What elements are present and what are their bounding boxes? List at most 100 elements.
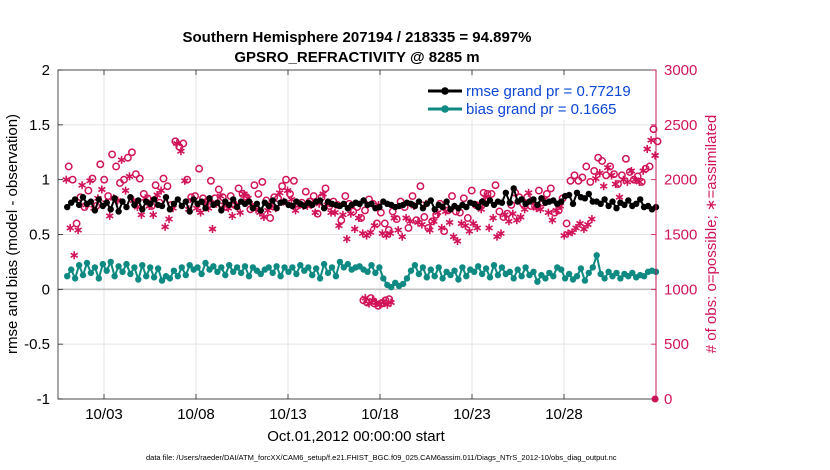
rmse-point xyxy=(166,206,174,213)
bias-point xyxy=(257,270,264,278)
bias-point xyxy=(202,259,209,267)
bias-point xyxy=(178,264,185,271)
bias-point xyxy=(174,273,181,280)
assimilated-obs-point xyxy=(398,232,407,241)
rmse-point xyxy=(95,196,103,203)
assimilated-obs-point xyxy=(635,177,644,186)
rmse-point xyxy=(569,200,577,207)
assimilated-obs-point xyxy=(165,215,173,224)
assimilated-obs-point xyxy=(275,188,284,197)
bias-point xyxy=(415,270,423,278)
series-bias xyxy=(63,251,660,291)
bias-point xyxy=(123,260,130,268)
bias-point xyxy=(285,268,292,275)
assimilated-obs-point xyxy=(580,225,588,233)
assimilated-obs-point xyxy=(504,217,513,226)
rmse-point xyxy=(510,185,517,192)
rmse-point xyxy=(119,198,126,205)
possible-obs-point xyxy=(467,186,476,195)
bias-point xyxy=(75,262,83,269)
bias-point xyxy=(475,263,482,270)
rmse-point xyxy=(253,200,261,207)
x-tick-label: 10/23 xyxy=(453,406,491,423)
bias-point xyxy=(589,264,596,271)
rmse-point xyxy=(107,206,114,213)
assimilated-obs-point xyxy=(259,213,268,221)
assimilated-obs-point xyxy=(125,172,134,181)
bias-point xyxy=(115,263,122,270)
possible-obs-point xyxy=(96,160,105,169)
footer-data-file: data file: /Users/raeder/DAI/ATM_forcXX/… xyxy=(146,453,617,462)
assimilated-obs-point xyxy=(489,214,497,222)
rmse-point xyxy=(214,199,221,206)
possible-obs-point xyxy=(408,192,417,201)
rmse-point xyxy=(506,199,513,206)
assimilated-obs-point xyxy=(196,208,205,217)
assimilated-obs-point xyxy=(362,231,371,240)
bias-point xyxy=(63,273,71,280)
bias-point xyxy=(245,273,253,280)
rmse-point xyxy=(174,196,181,203)
possible-obs-point xyxy=(566,176,575,185)
assimilated-obs-point xyxy=(552,206,561,215)
y-axis-label-right: # of obs: o=possible; ∗=assimilated xyxy=(703,115,720,354)
bias-point xyxy=(581,277,589,284)
assimilated-obs-point xyxy=(651,151,659,160)
bias-point xyxy=(585,269,592,277)
assimilated-obs-point xyxy=(473,223,482,232)
bias-point xyxy=(139,262,146,269)
bias-point xyxy=(463,273,470,280)
bias-point xyxy=(451,267,458,274)
rmse-point xyxy=(340,200,347,207)
bias-point xyxy=(277,273,284,280)
assimilated-obs-point xyxy=(453,237,462,246)
possible-obs-point xyxy=(309,192,318,201)
assimilated-obs-point xyxy=(366,228,375,237)
rmse-point xyxy=(601,196,608,203)
y-tick-label-left: 1.5 xyxy=(29,117,50,134)
bias-point xyxy=(522,264,529,271)
assimilated-obs-point xyxy=(497,229,505,238)
assimilated-obs-point xyxy=(319,189,328,198)
bias-point xyxy=(518,273,525,280)
rmse-point xyxy=(633,200,640,207)
rmse-point xyxy=(63,203,71,211)
possible-obs-point xyxy=(582,162,591,171)
assimilated-obs-point xyxy=(465,227,474,236)
chart-title-line2: GPSRO_REFRACTIVITY @ 8285 m xyxy=(234,49,479,66)
assimilated-obs-point xyxy=(97,185,106,194)
assimilated-obs-point xyxy=(461,221,470,230)
assimilated-obs-point xyxy=(311,208,320,217)
bias-point xyxy=(95,275,103,282)
assimilated-obs-point xyxy=(627,166,636,175)
possible-obs-point xyxy=(84,186,93,195)
y-tick-label-left: 0.5 xyxy=(29,227,50,244)
rmse-point xyxy=(139,206,146,213)
bias-point xyxy=(293,270,300,278)
bias-point xyxy=(103,267,110,274)
possible-obs-point xyxy=(258,177,267,186)
x-axis-label: Oct.01,2012 00:00:00 start xyxy=(267,428,445,445)
bias-point xyxy=(435,264,442,271)
rmse-point xyxy=(158,202,166,210)
bias-point xyxy=(380,275,387,282)
assimilated-obs-point xyxy=(283,186,292,195)
rmse-point xyxy=(198,198,205,205)
rmse-point xyxy=(170,200,178,207)
bias-point xyxy=(305,264,312,271)
assimilated-obs-point xyxy=(354,214,363,222)
bias-point xyxy=(510,275,517,282)
y-tick-label-right: 500 xyxy=(664,336,689,353)
possible-obs-point xyxy=(337,216,346,225)
assimilated-obs-point xyxy=(173,139,181,148)
possible-obs-point xyxy=(341,192,350,201)
assimilated-obs-point xyxy=(331,208,339,217)
bias-point xyxy=(182,271,189,279)
rmse-point xyxy=(127,194,134,201)
bias-point xyxy=(127,270,134,278)
possible-obs-point xyxy=(578,173,587,182)
possible-obs-point xyxy=(301,187,310,196)
assimilated-obs-point xyxy=(445,218,454,227)
bias-point xyxy=(316,275,324,282)
bias-point xyxy=(332,273,340,280)
